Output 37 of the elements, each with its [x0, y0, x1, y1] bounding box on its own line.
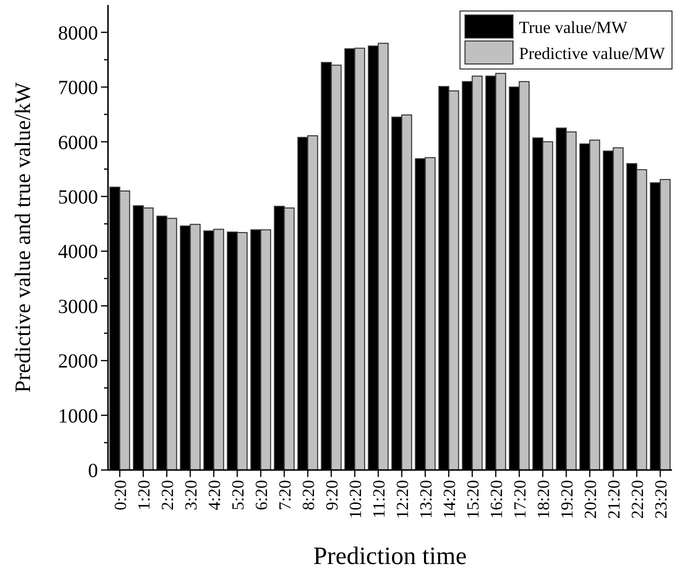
- x-tick-label: 16:20: [486, 480, 506, 519]
- x-tick-label: 9:20: [322, 480, 342, 510]
- x-tick-label: 6:20: [252, 480, 271, 510]
- x-tick-label: 20:20: [580, 480, 600, 519]
- x-tick-label: 19:20: [557, 480, 576, 519]
- x-tick-label: 21:20: [604, 480, 624, 519]
- x-tick-label: 0:20: [110, 480, 130, 510]
- x-tick-label: 14:20: [440, 480, 459, 519]
- x-tick-label: 22:20: [628, 480, 647, 519]
- x-tick-label: 15:20: [463, 480, 482, 519]
- y-tick-label: 7000: [58, 77, 98, 100]
- y-tick-label: 3000: [58, 296, 98, 318]
- y-tick-label: 8000: [58, 22, 98, 44]
- x-axis-title: Prediction time: [313, 543, 467, 570]
- y-tick-label: 0: [88, 460, 98, 482]
- x-tick-label: 11:20: [369, 480, 388, 518]
- legend-label: Predictive value/MW: [519, 44, 666, 63]
- x-tick-label: 12:20: [392, 480, 412, 519]
- y-tick-label: 4000: [58, 241, 98, 264]
- x-tick-label: 10:20: [346, 480, 365, 519]
- x-tick-label: 7:20: [275, 480, 294, 510]
- y-tick-label: 2000: [58, 350, 98, 373]
- x-tick-label: 3:20: [181, 480, 200, 510]
- x-tick-label: 4:20: [204, 480, 224, 510]
- legend-label: True value/MW: [519, 18, 628, 37]
- x-tick-label: 5:20: [228, 480, 248, 510]
- y-axis-title: Predictive value and true value/kW: [10, 82, 35, 393]
- x-tick-label: 2:20: [158, 480, 177, 510]
- x-tick-label: 1:20: [134, 480, 154, 510]
- y-tick-label: 1000: [58, 405, 98, 428]
- x-tick-label: 23:20: [651, 480, 670, 519]
- x-tick-label: 18:20: [534, 480, 553, 519]
- x-tick-label: 13:20: [416, 480, 436, 519]
- y-tick-label: 5000: [58, 186, 98, 208]
- x-tick-label: 8:20: [298, 480, 318, 510]
- x-tick-label: 17:20: [510, 480, 530, 519]
- y-tick-label: 6000: [58, 132, 98, 154]
